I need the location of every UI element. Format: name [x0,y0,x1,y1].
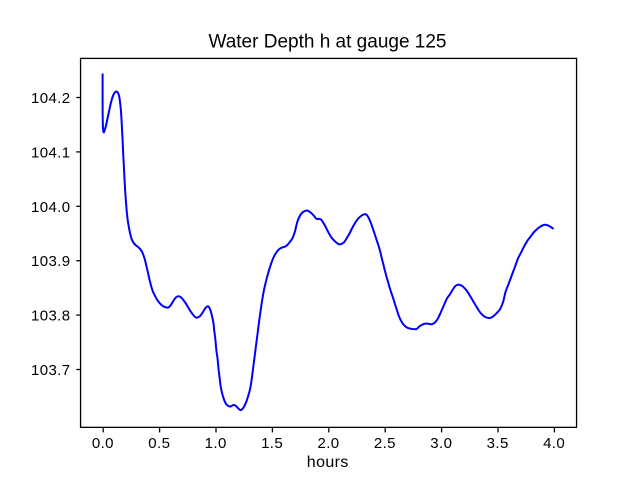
svg-text:Water Depth h at gauge 125: Water Depth h at gauge 125 [208,32,446,53]
svg-text:3.5: 3.5 [487,435,509,452]
svg-text:hours: hours [307,454,349,471]
svg-text:103.8: 103.8 [31,308,71,325]
svg-text:3.0: 3.0 [430,435,452,452]
svg-text:104.1: 104.1 [31,144,71,161]
svg-text:1.5: 1.5 [261,435,283,452]
svg-text:104.0: 104.0 [31,199,71,216]
svg-text:2.5: 2.5 [374,435,396,452]
svg-text:104.2: 104.2 [31,90,71,107]
svg-text:1.0: 1.0 [205,435,227,452]
svg-text:103.9: 103.9 [31,253,71,270]
svg-text:4.0: 4.0 [543,435,565,452]
svg-text:2.0: 2.0 [317,435,339,452]
svg-text:0.0: 0.0 [92,435,114,452]
svg-text:103.7: 103.7 [31,362,71,379]
svg-text:0.5: 0.5 [148,435,170,452]
